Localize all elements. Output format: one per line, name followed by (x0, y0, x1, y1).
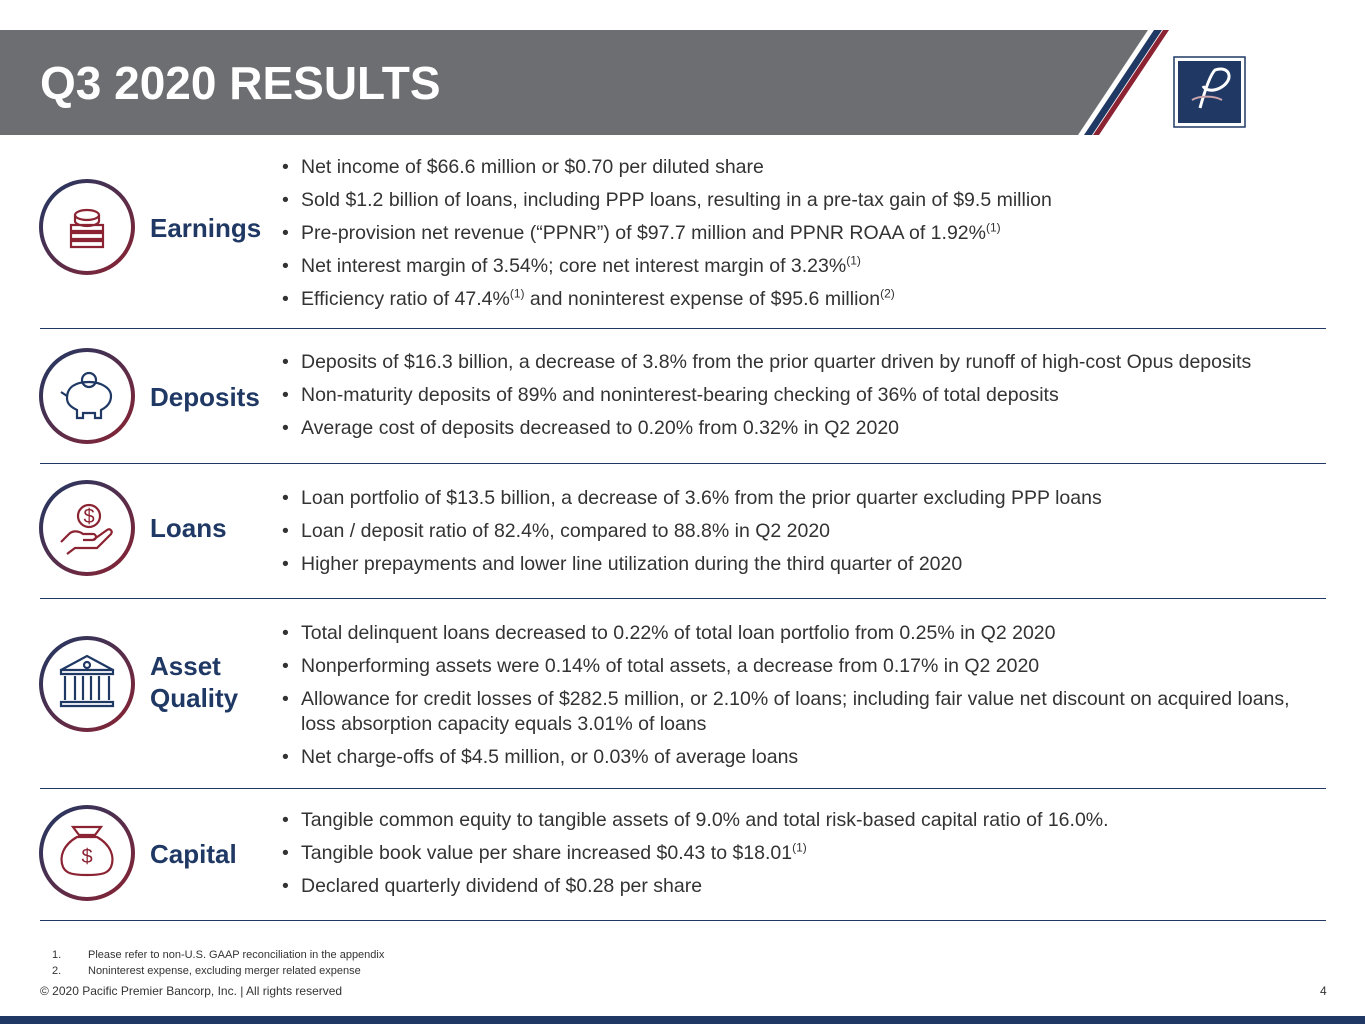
bullet: Deposits of $16.3 billion, a decrease of… (282, 350, 1327, 375)
footnote-ref: (1) (846, 253, 861, 268)
bullet-text: Average cost of deposits decreased to 0.… (301, 417, 900, 439)
bullet: Nonperforming assets were 0.14% of total… (282, 654, 1327, 679)
bullet-list: Net income of $66.6 million or $0.70 per… (282, 155, 1327, 320)
bullet: Net interest margin of 3.54%; core net i… (282, 254, 1327, 279)
footnote-ref: (2) (880, 286, 895, 301)
divider (40, 328, 1326, 329)
section-label: Capital (150, 839, 237, 869)
bullet: Average cost of deposits decreased to 0.… (282, 416, 1327, 441)
section-label: Earnings (150, 213, 262, 243)
section-icon: $ (39, 480, 135, 576)
footnote-number: 1. (52, 949, 62, 961)
section-icon (39, 348, 135, 444)
bullet: Net income of $66.6 million or $0.70 per… (282, 155, 1327, 180)
bullet: Loan portfolio of $13.5 billion, a decre… (282, 486, 1327, 511)
bullet-list: Total delinquent loans decreased to 0.22… (282, 621, 1327, 778)
bullet-text: Tangible book value per share increased … (301, 842, 793, 864)
section-icon (39, 179, 135, 275)
bullet: Declared quarterly dividend of $0.28 per… (282, 874, 1327, 899)
bullet: Tangible common equity to tangible asset… (282, 808, 1327, 833)
footnote-text: Noninterest expense, excluding merger re… (88, 965, 361, 977)
bullet-list: Deposits of $16.3 billion, a decrease of… (282, 350, 1327, 449)
bullet: Higher prepayments and lower line utiliz… (282, 552, 1327, 577)
bullet-list: Tangible common equity to tangible asset… (282, 808, 1327, 907)
footnote-ref: (1) (509, 286, 525, 301)
divider (40, 463, 1326, 464)
footnote-ref: (1) (985, 220, 1001, 235)
svg-text:$: $ (83, 506, 94, 528)
bullet-list: Loan portfolio of $13.5 billion, a decre… (282, 486, 1327, 585)
bottom-bar (0, 1016, 1365, 1024)
bullet: Net charge-offs of $4.5 million, or 0.03… (282, 745, 1327, 770)
footnote-text: Please refer to non-U.S. GAAP reconcilia… (88, 949, 385, 961)
bullet-text: Higher prepayments and lower line utiliz… (301, 553, 963, 575)
divider (40, 788, 1326, 789)
bullet-text: Allowance for credit losses of $282.5 mi… (301, 688, 1290, 735)
bullet-text: Total delinquent loans decreased to 0.22… (301, 622, 1056, 644)
divider (40, 920, 1326, 921)
bullet-text: Loan / deposit ratio of 82.4%, compared … (301, 520, 831, 542)
section-icon (39, 636, 135, 732)
bullet-text: Declared quarterly dividend of $0.28 per… (301, 875, 703, 897)
bullet-text: Nonperforming assets were 0.14% of total… (301, 655, 1040, 677)
divider (40, 598, 1326, 599)
header-band (0, 30, 1246, 135)
bullet: Non-maturity deposits of 89% and noninte… (282, 383, 1327, 408)
bullet-text: Efficiency ratio of 47.4% (301, 288, 510, 310)
bullet-text: Sold $1.2 billion of loans, including PP… (301, 189, 1052, 211)
bullet-text: Net income of $66.6 million or $0.70 per… (301, 156, 764, 178)
bullet-text: Loan portfolio of $13.5 billion, a decre… (301, 487, 1102, 509)
bullet-text: Pre-provision net revenue (“PPNR”) of $9… (301, 222, 986, 244)
bullet-text: Non-maturity deposits of 89% and noninte… (301, 384, 1059, 406)
section-label: Loans (150, 513, 227, 543)
bullet: Total delinquent loans decreased to 0.22… (282, 621, 1327, 646)
section-icon: $ (39, 805, 135, 901)
bullet: Pre-provision net revenue (“PPNR”) of $9… (282, 221, 1327, 246)
bullet: Sold $1.2 billion of loans, including PP… (282, 188, 1327, 213)
copyright: © 2020 Pacific Premier Bancorp, Inc. | A… (40, 984, 343, 998)
bullet-text: Net charge-offs of $4.5 million, or 0.03… (301, 746, 799, 768)
bullet-text: Net interest margin of 3.54%; core net i… (301, 255, 847, 277)
bullet: Loan / deposit ratio of 82.4%, compared … (282, 519, 1327, 544)
section-label: Deposits (150, 382, 260, 412)
bullet-text: and noninterest expense of $95.6 million (524, 288, 881, 310)
footnote-ref: (1) (792, 840, 807, 855)
footnote-number: 2. (52, 965, 62, 977)
bullet: Allowance for credit losses of $282.5 mi… (282, 687, 1327, 737)
slide-title: Q3 2020 RESULTS (40, 57, 441, 109)
bullet: Efficiency ratio of 47.4%(1) and noninte… (282, 287, 1327, 312)
svg-text:$: $ (81, 846, 92, 868)
bullet-text: Deposits of $16.3 billion, a decrease of… (301, 351, 1252, 373)
section-label: Asset Quality (150, 651, 239, 713)
page-number: 4 (1320, 984, 1327, 998)
bullet: Tangible book value per share increased … (282, 841, 1327, 866)
bullet-text: Tangible common equity to tangible asset… (301, 809, 1109, 831)
